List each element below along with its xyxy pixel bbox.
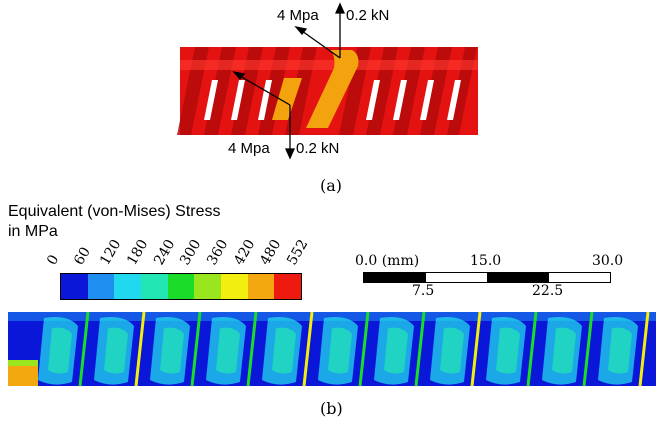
colorbar-tick-label: 300 bbox=[177, 236, 205, 268]
bottom-pressure-label: 4 Mpa bbox=[228, 140, 270, 157]
stress-region-teal bbox=[272, 327, 296, 374]
stress-region-edge bbox=[134, 312, 146, 386]
stress-region-edge bbox=[526, 312, 538, 386]
colorbar-segment bbox=[87, 274, 115, 299]
scale-label-22-5: 22.5 bbox=[532, 283, 564, 299]
colorbar-segment bbox=[114, 274, 142, 299]
stress-region-edge bbox=[414, 312, 426, 386]
colorbar-tick-label: 180 bbox=[124, 236, 152, 268]
stress-region-teal bbox=[216, 327, 240, 374]
stress-region-teal bbox=[440, 327, 464, 374]
stress-region-teal bbox=[384, 327, 408, 374]
bottom-load-arrows bbox=[232, 70, 296, 160]
colorbar-segment bbox=[221, 274, 248, 299]
colorbar-tick-label: 552 bbox=[284, 236, 312, 268]
stress-region-teal bbox=[104, 327, 128, 374]
scale-bar bbox=[363, 272, 611, 283]
stress-region-edge bbox=[78, 312, 90, 386]
panel-b-caption: (b) bbox=[320, 399, 343, 418]
stress-region-edge bbox=[582, 312, 594, 386]
stress-region-edge bbox=[246, 312, 258, 386]
panel-a-caption: (a) bbox=[320, 176, 343, 195]
colorbar-tick-label: 240 bbox=[150, 236, 179, 268]
bottom-force-label: 0.2 kN bbox=[296, 140, 340, 157]
stress-region-teal bbox=[552, 327, 576, 374]
spring-load-diagram bbox=[177, 2, 478, 160]
stress-region-edge bbox=[302, 312, 314, 386]
stress-region-edge bbox=[470, 312, 482, 386]
stress-region-teal bbox=[608, 327, 632, 374]
colorbar-segment bbox=[194, 274, 222, 299]
colorbar-tick-label: 360 bbox=[204, 236, 232, 268]
scale-label-15: 15.0 bbox=[470, 253, 502, 269]
colorbar-tick-label: 420 bbox=[230, 236, 259, 268]
stress-colorbar bbox=[60, 273, 302, 300]
spring-model bbox=[177, 47, 478, 135]
top-pressure-label: 4 Mpa bbox=[277, 7, 319, 24]
scale-label-30: 30.0 bbox=[592, 253, 624, 269]
colorbar-tick-label: 480 bbox=[257, 236, 285, 268]
stress-region-edge bbox=[638, 312, 650, 386]
scale-label-7-5: 7.5 bbox=[412, 283, 435, 299]
colorbar-segment bbox=[61, 274, 88, 299]
stress-region-teal bbox=[496, 327, 520, 374]
top-force-label: 0.2 kN bbox=[346, 7, 390, 24]
stress-region-teal bbox=[160, 327, 184, 374]
colorbar-segment bbox=[141, 274, 168, 299]
stress-region-teal bbox=[48, 327, 72, 374]
colorbar-segment bbox=[247, 274, 275, 299]
legend-title-line2: in MPa bbox=[8, 223, 58, 240]
stress-region-edge bbox=[358, 312, 370, 386]
colorbar-segment bbox=[167, 274, 195, 299]
scale-label-0: 0.0 (mm) bbox=[355, 253, 420, 269]
colorbar-tick-label: 120 bbox=[97, 236, 125, 268]
stress-region-teal bbox=[328, 327, 352, 374]
colorbar-tick-label: 60 bbox=[70, 244, 94, 268]
stress-contour-plot bbox=[8, 312, 656, 386]
colorbar-tick-label: 0 bbox=[44, 252, 63, 268]
stress-region-edge bbox=[190, 312, 202, 386]
top-load-arrows bbox=[294, 2, 346, 59]
legend-title-line1: Equivalent (von-Mises) Stress bbox=[8, 203, 221, 220]
colorbar-segment bbox=[274, 274, 302, 299]
